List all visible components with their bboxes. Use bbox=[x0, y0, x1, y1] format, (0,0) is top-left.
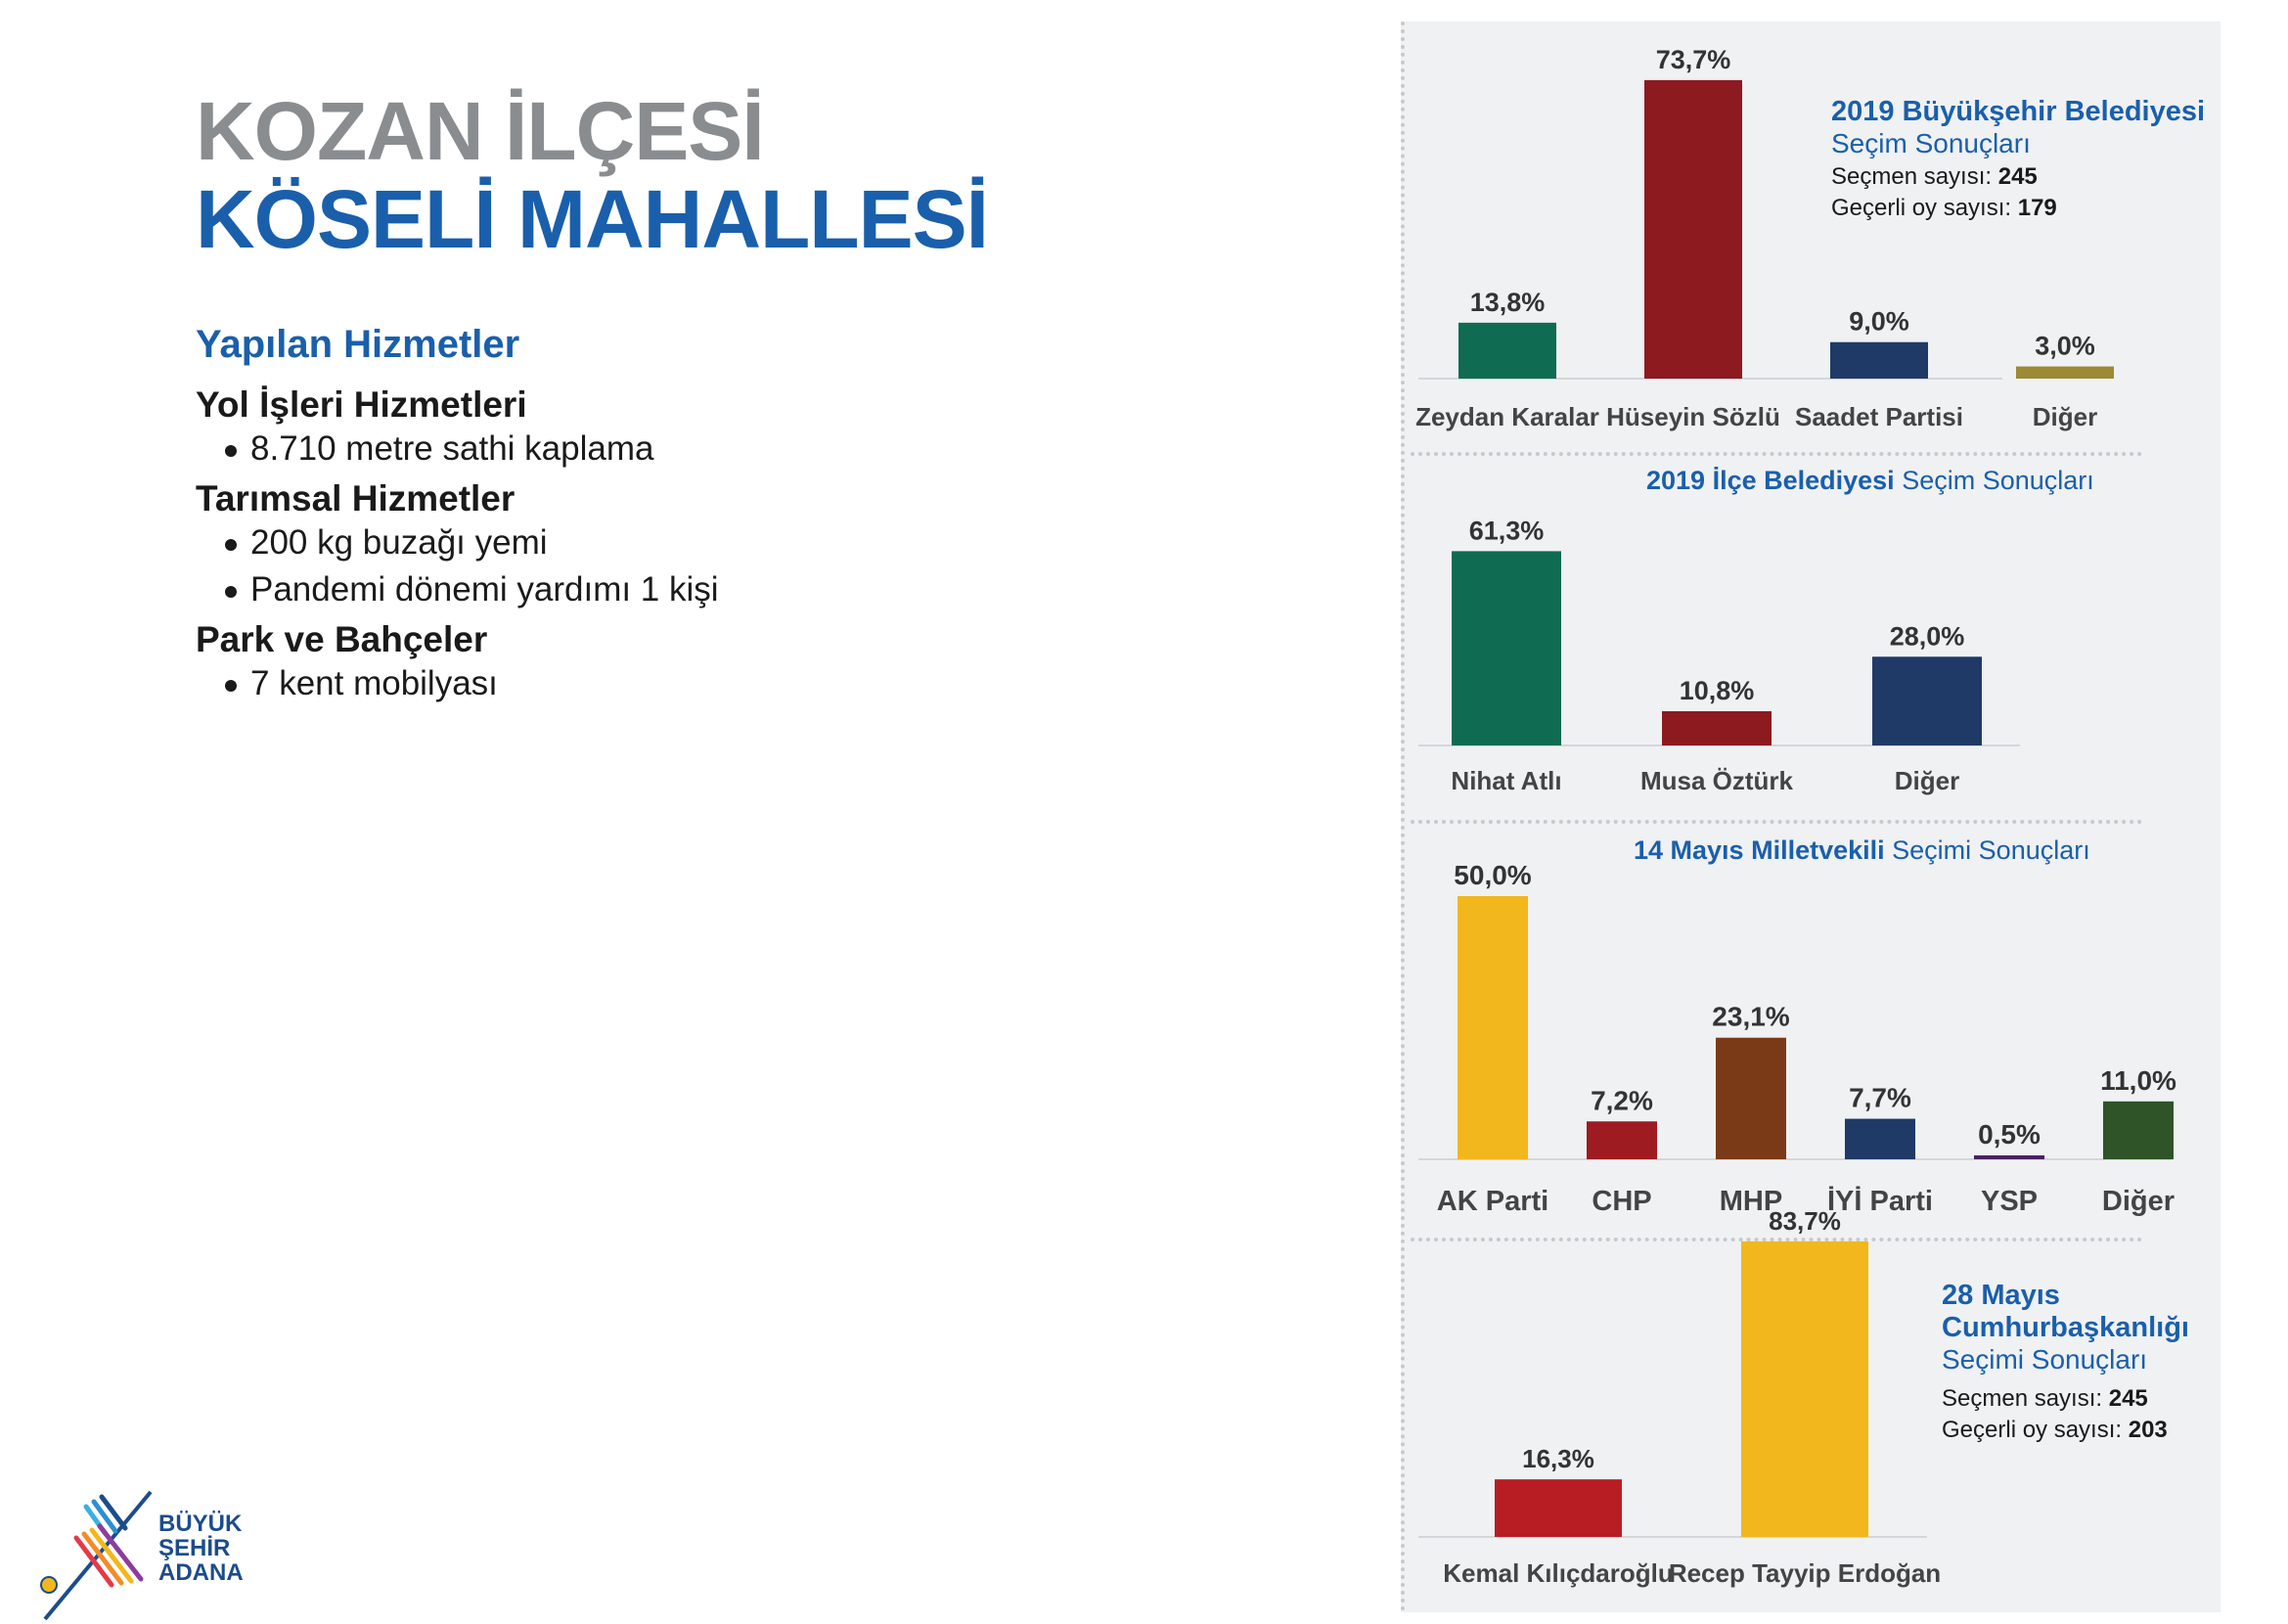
service-category: Park ve Bahçeler bbox=[196, 619, 488, 659]
category-label: Diğer bbox=[1895, 766, 1959, 795]
info-title: 28 Mayıs bbox=[1942, 1280, 2060, 1311]
category-label: Hüseyin Sözlü bbox=[1606, 402, 1780, 431]
bar bbox=[1845, 1118, 1915, 1159]
data-label: 50,0% bbox=[1454, 860, 1531, 890]
info-2019-metropolitan: 2019 Büyükşehir Belediyesi Seçim Sonuçla… bbox=[1831, 96, 2205, 222]
category-label: AK Parti bbox=[1437, 1186, 1548, 1217]
bar bbox=[1458, 896, 1528, 1159]
info-title: 2019 Büyükşehir Belediyesi bbox=[1831, 96, 2206, 127]
category-label: Kemal Kılıçdaroğlu bbox=[1443, 1558, 1674, 1588]
neighborhood-title: KÖSELİ MAHALLESİ bbox=[196, 173, 989, 265]
service-category: Yol İşleri Hizmetleri bbox=[196, 384, 527, 425]
chart-28-may-presidential: 16,3% Kemal Kılıçdaroğlu 83,7% Recep Tayyip… bbox=[1418, 1206, 1941, 1588]
service-group-agriculture: Tarımsal Hizmetler 200 kg buzağı yemi Pa… bbox=[196, 478, 1076, 609]
valid-votes-count: Geçerli oy sayısı: 203 bbox=[1942, 1417, 2168, 1443]
category-label: Saadet Partisi bbox=[1795, 402, 1963, 431]
data-label: 83,7% bbox=[1769, 1206, 1841, 1236]
service-item: Pandemi dönemi yardımı 1 kişi bbox=[196, 570, 1076, 609]
bar bbox=[1458, 322, 1556, 379]
service-category: Tarımsal Hizmetler bbox=[196, 478, 516, 519]
bar bbox=[1741, 1241, 1868, 1537]
data-label: 9,0% bbox=[1849, 307, 1909, 337]
data-label: 73,7% bbox=[1656, 45, 1731, 74]
logo-text: BÜYÜK ŞEHİR ADANA bbox=[158, 1511, 244, 1586]
bar bbox=[1872, 656, 1982, 745]
bar bbox=[1830, 341, 1928, 379]
chart-2019-metropolitan: 13,8% Zeydan Karalar 73,7% Hüseyin Sözlü 9,0… bbox=[1415, 45, 2114, 431]
info-14-may: 14 Mayıs Milletvekili Seçimi Sonuçları bbox=[1634, 835, 2090, 865]
data-label: 3,0% bbox=[2035, 332, 2095, 361]
bar bbox=[2103, 1101, 2174, 1159]
bar bbox=[2016, 366, 2114, 379]
voters-count: Seçmen sayısı: 245 bbox=[1942, 1385, 2148, 1412]
voters-count: Seçmen sayısı: 245 bbox=[1831, 163, 2038, 190]
bar bbox=[1974, 1155, 2044, 1159]
category-label: Zeydan Karalar bbox=[1415, 402, 1599, 431]
category-label: Diğer bbox=[2102, 1186, 2175, 1217]
bullet-icon bbox=[225, 444, 237, 457]
data-label: 28,0% bbox=[1890, 621, 1965, 651]
info-2019-district: 2019 İlçe Belediyesi Seçim Sonuçları bbox=[1646, 466, 2094, 495]
bullet-icon bbox=[225, 679, 237, 692]
service-item: 200 kg buzağı yemi bbox=[196, 523, 1076, 563]
data-label: 0,5% bbox=[1978, 1119, 2041, 1150]
category-label: Musa Öztürk bbox=[1640, 766, 1794, 795]
bullet-icon bbox=[225, 585, 237, 598]
data-label: 7,7% bbox=[1849, 1083, 1911, 1113]
category-label: Nihat Atlı bbox=[1451, 766, 1561, 795]
service-item: 8.710 metre sathi kaplama bbox=[196, 429, 1076, 469]
district-title: KOZAN İLÇESİ bbox=[196, 85, 765, 177]
category-label: YSP bbox=[1981, 1186, 2038, 1217]
bar bbox=[1644, 79, 1742, 379]
data-label: 7,2% bbox=[1591, 1085, 1653, 1115]
service-group-road: Yol İşleri Hizmetleri 8.710 metre sathi … bbox=[196, 384, 1076, 469]
bar bbox=[1495, 1479, 1622, 1537]
category-label: İYİ Parti bbox=[1827, 1186, 1933, 1217]
info-title: Cumhurbaşkanlığı bbox=[1942, 1312, 2189, 1343]
buyuksehir-adana-logo bbox=[40, 1490, 153, 1621]
category-label: MHP bbox=[1720, 1186, 1782, 1217]
divider bbox=[1411, 820, 2142, 824]
data-label: 61,3% bbox=[1469, 516, 1545, 545]
data-label: 13,8% bbox=[1470, 288, 1546, 317]
bar bbox=[1716, 1037, 1786, 1159]
service-group-parks: Park ve Bahçeler 7 kent mobilyası bbox=[196, 619, 1076, 703]
bar bbox=[1452, 551, 1561, 745]
category-label: CHP bbox=[1592, 1186, 1651, 1217]
service-item: 7 kent mobilyası bbox=[196, 664, 1076, 703]
bar bbox=[1587, 1121, 1657, 1159]
bullet-icon bbox=[225, 538, 237, 551]
info-subtitle: Seçim Sonuçları bbox=[1831, 128, 2031, 158]
info-28-may: 28 Mayıs Cumhurbaşkanlığı Seçimi Sonuçla… bbox=[1942, 1280, 2189, 1444]
chart-14-may-parliament: 50,0% AK Parti 7,2% CHP 23,1% MHP 7,7% İYİ Part… bbox=[1418, 860, 2176, 1217]
data-label: 23,1% bbox=[1712, 1002, 1789, 1032]
valid-votes-count: Geçerli oy sayısı: 179 bbox=[1831, 195, 2057, 221]
bar bbox=[1662, 711, 1772, 745]
info-subtitle: Seçimi Sonuçları bbox=[1942, 1344, 2148, 1375]
category-label: Diğer bbox=[2033, 402, 2097, 431]
data-label: 11,0% bbox=[2100, 1065, 2176, 1096]
divider bbox=[1411, 452, 2142, 456]
services-section: Yapılan Hizmetler Yol İşleri Hizmetleri … bbox=[196, 323, 1076, 711]
category-label: Recep Tayyip Erdoğan bbox=[1669, 1558, 1941, 1588]
chart-2019-district: 61,3% Nihat Atlı 10,8% Musa Öztürk 28,0% Diğe… bbox=[1418, 516, 2020, 795]
data-label: 16,3% bbox=[1522, 1444, 1594, 1473]
services-title: Yapılan Hizmetler bbox=[196, 323, 520, 366]
divider bbox=[1411, 1238, 2142, 1241]
data-label: 10,8% bbox=[1680, 676, 1755, 705]
